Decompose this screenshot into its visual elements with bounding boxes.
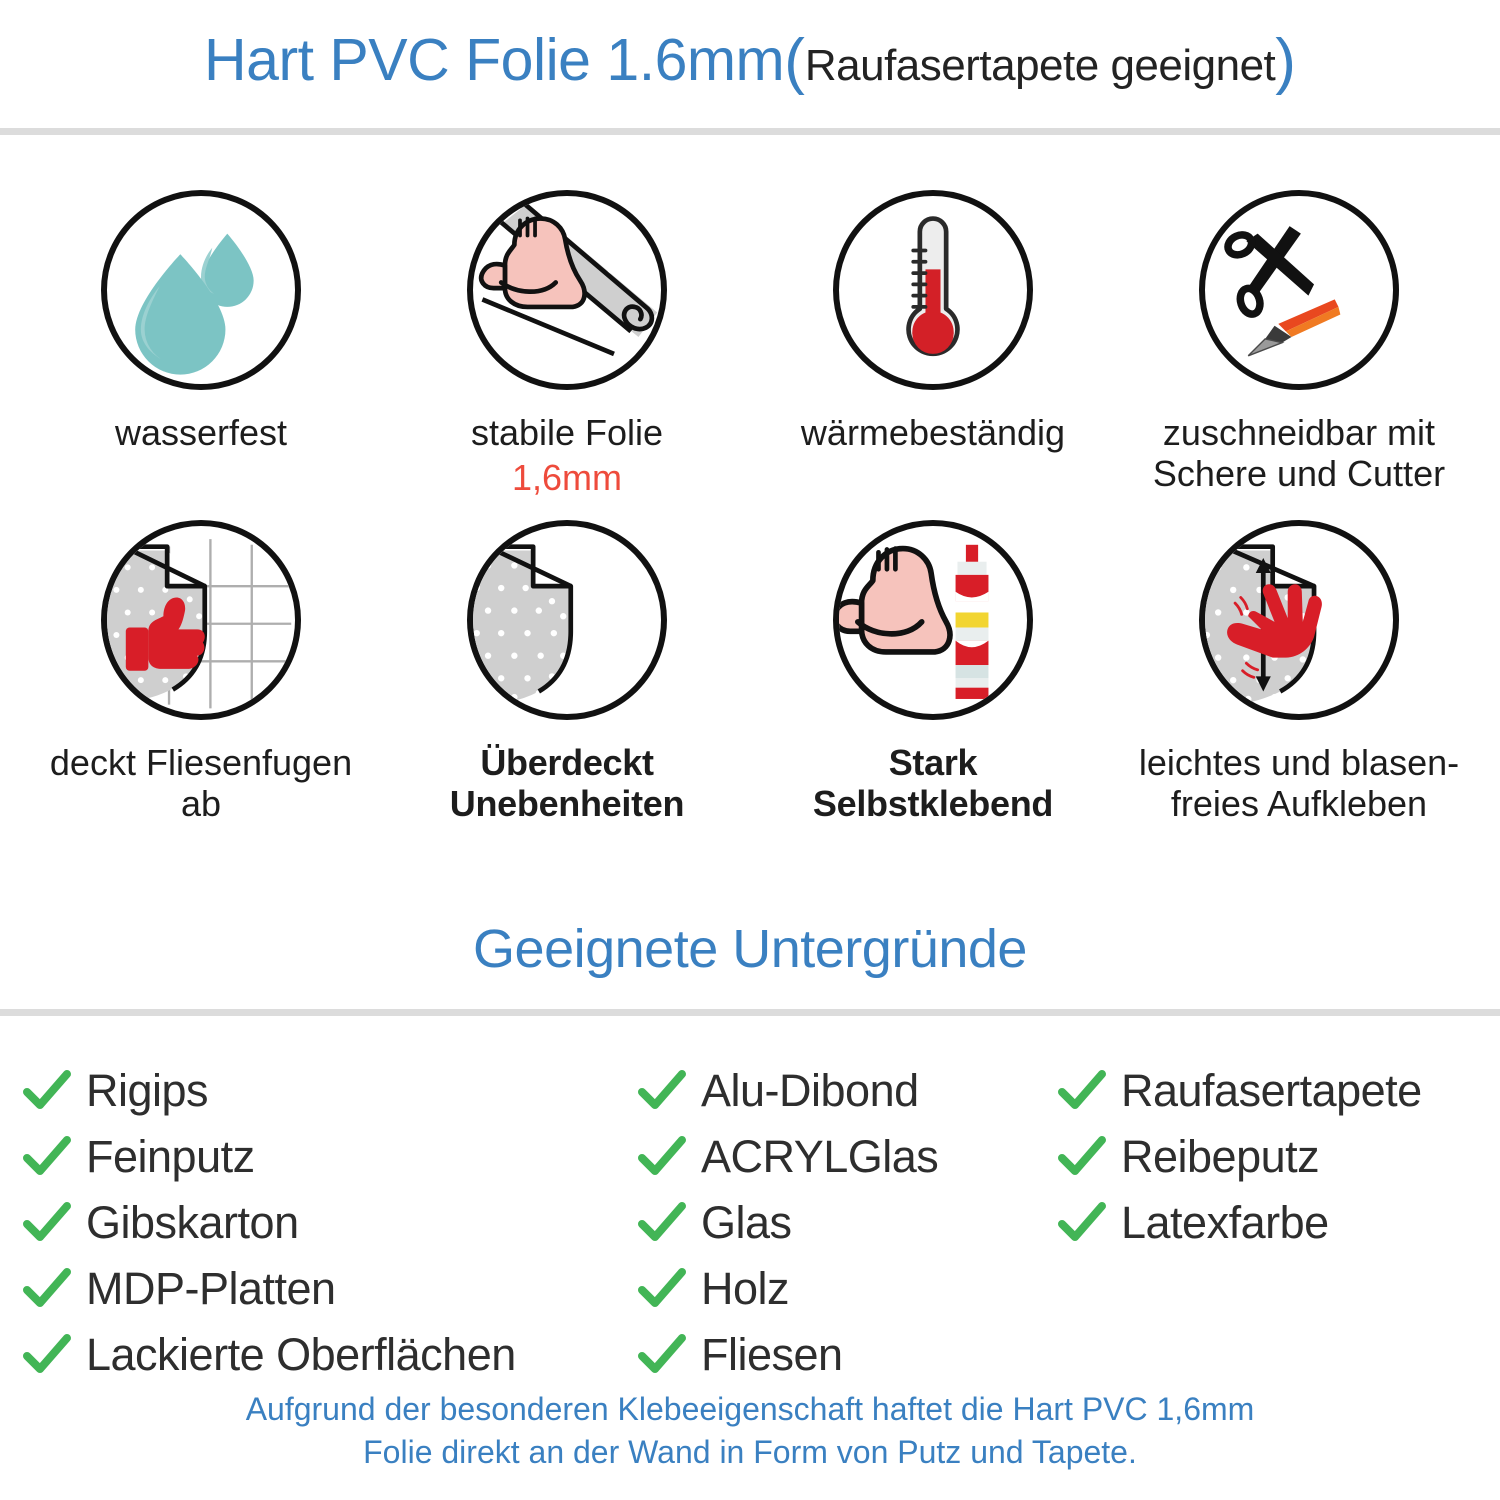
check-icon <box>1055 1130 1109 1184</box>
check-icon <box>635 1196 689 1250</box>
feature-label: leichtes und blasen-freies Aufkleben <box>1138 742 1460 825</box>
check-icon <box>20 1328 74 1382</box>
list-item: Feinputz <box>20 1124 635 1190</box>
check-icon <box>20 1196 74 1250</box>
list-item: ACRYLGlas <box>635 1124 1055 1190</box>
check-icon <box>1055 1064 1109 1118</box>
divider-top <box>0 128 1500 135</box>
water-drops-icon <box>101 190 301 390</box>
thumbs-up-tiles-icon <box>101 520 301 720</box>
thermometer-icon <box>833 190 1033 390</box>
title-paren-close: ) <box>1275 27 1296 96</box>
list-item-label: Rigips <box>86 1065 209 1116</box>
strong-arm-glue-icon <box>833 520 1033 720</box>
feature-label: deckt Fliesenfugen ab <box>49 742 353 825</box>
list-item: Glas <box>635 1190 1055 1256</box>
scissors-cutter-icon <box>1199 190 1399 390</box>
list-item: Rigips <box>20 1058 635 1124</box>
list-item-label: Raufasertapete <box>1121 1065 1422 1116</box>
feature-label: wärmebeständig <box>800 412 1066 453</box>
check-icon <box>20 1064 74 1118</box>
check-icon <box>20 1262 74 1316</box>
list-item-label: MDP-Platten <box>86 1263 336 1314</box>
strong-arm-film-roll-icon <box>467 190 667 390</box>
list-item-label: Fliesen <box>701 1329 843 1380</box>
checklist-column: Alu-Dibond ACRYLGlas Glas Holz Fliesen <box>635 1058 1055 1388</box>
list-item-label: Glas <box>701 1197 792 1248</box>
smoothing-hand-icon <box>1199 520 1399 720</box>
feature-item: wärmebeständig <box>750 190 1116 520</box>
check-icon <box>635 1328 689 1382</box>
feature-item: wasserfest <box>18 190 384 520</box>
section-heading: Geeignete Untergründe <box>473 919 1027 979</box>
list-item: Reibeputz <box>1055 1124 1475 1190</box>
list-item: MDP-Platten <box>20 1256 635 1322</box>
list-item: Latexfarbe <box>1055 1190 1475 1256</box>
check-icon <box>20 1130 74 1184</box>
list-item-label: Reibeputz <box>1121 1131 1320 1182</box>
check-icon <box>635 1130 689 1184</box>
page-title-main: Hart PVC Folie 1.6mm <box>204 27 785 93</box>
feature-item: deckt Fliesenfugen ab <box>18 520 384 850</box>
page-title: Hart PVC Folie 1.6mm(Raufasertapete geei… <box>0 26 1500 97</box>
list-item-label: Alu-Dibond <box>701 1065 919 1116</box>
footer-line-2: Folie direkt an der Wand in Form von Put… <box>363 1434 1137 1471</box>
feature-item: leichtes und blasen-freies Aufkleben <box>1116 520 1482 850</box>
peeling-film-icon <box>467 520 667 720</box>
title-paren-open: ( <box>784 27 805 96</box>
feature-label: Überdeckt Unebenheiten <box>449 742 685 825</box>
feature-label: stabile Folie <box>470 412 664 453</box>
checklist-column: Rigips Feinputz Gibskarton MDP-Platten L… <box>20 1058 635 1388</box>
footer-note: Aufgrund der besonderen Klebeeigenschaft… <box>0 1388 1500 1474</box>
suitable-substrates-list: Rigips Feinputz Gibskarton MDP-Platten L… <box>20 1058 1480 1388</box>
list-item: Gibskarton <box>20 1190 635 1256</box>
feature-label: Stark Selbstklebend <box>812 742 1054 825</box>
list-item: Fliesen <box>635 1322 1055 1388</box>
list-item: Alu-Dibond <box>635 1058 1055 1124</box>
feature-item: stabile Folie 1,6mm <box>384 190 750 520</box>
list-item-label: Gibskarton <box>86 1197 299 1248</box>
checklist-column: Raufasertapete Reibeputz Latexfarbe <box>1055 1058 1475 1256</box>
list-item-label: Feinputz <box>86 1131 255 1182</box>
footer-line-1: Aufgrund der besonderen Klebeeigenschaft… <box>245 1391 1255 1427</box>
list-item: Raufasertapete <box>1055 1058 1475 1124</box>
check-icon <box>635 1262 689 1316</box>
list-item-label: ACRYLGlas <box>701 1131 939 1182</box>
list-item: Holz <box>635 1256 1055 1322</box>
page-title-sub: Raufasertapete geeignet <box>804 41 1276 90</box>
feature-label: wasserfest <box>114 412 288 453</box>
list-item-label: Lackierte Oberflächen <box>86 1329 516 1380</box>
feature-grid: wasserfest stabile Folie <box>18 190 1482 850</box>
list-item-label: Holz <box>701 1263 790 1314</box>
feature-sublabel: 1,6mm <box>511 457 623 499</box>
check-icon <box>1055 1196 1109 1250</box>
divider-mid <box>0 1009 1500 1016</box>
feature-label: zuschneidbar mit Schere und Cutter <box>1152 412 1446 495</box>
list-item: Lackierte Oberflächen <box>20 1322 635 1388</box>
feature-item: Stark Selbstklebend <box>750 520 1116 850</box>
feature-item: Überdeckt Unebenheiten <box>384 520 750 850</box>
check-icon <box>635 1064 689 1118</box>
feature-item: zuschneidbar mit Schere und Cutter <box>1116 190 1482 520</box>
list-item-label: Latexfarbe <box>1121 1197 1329 1248</box>
